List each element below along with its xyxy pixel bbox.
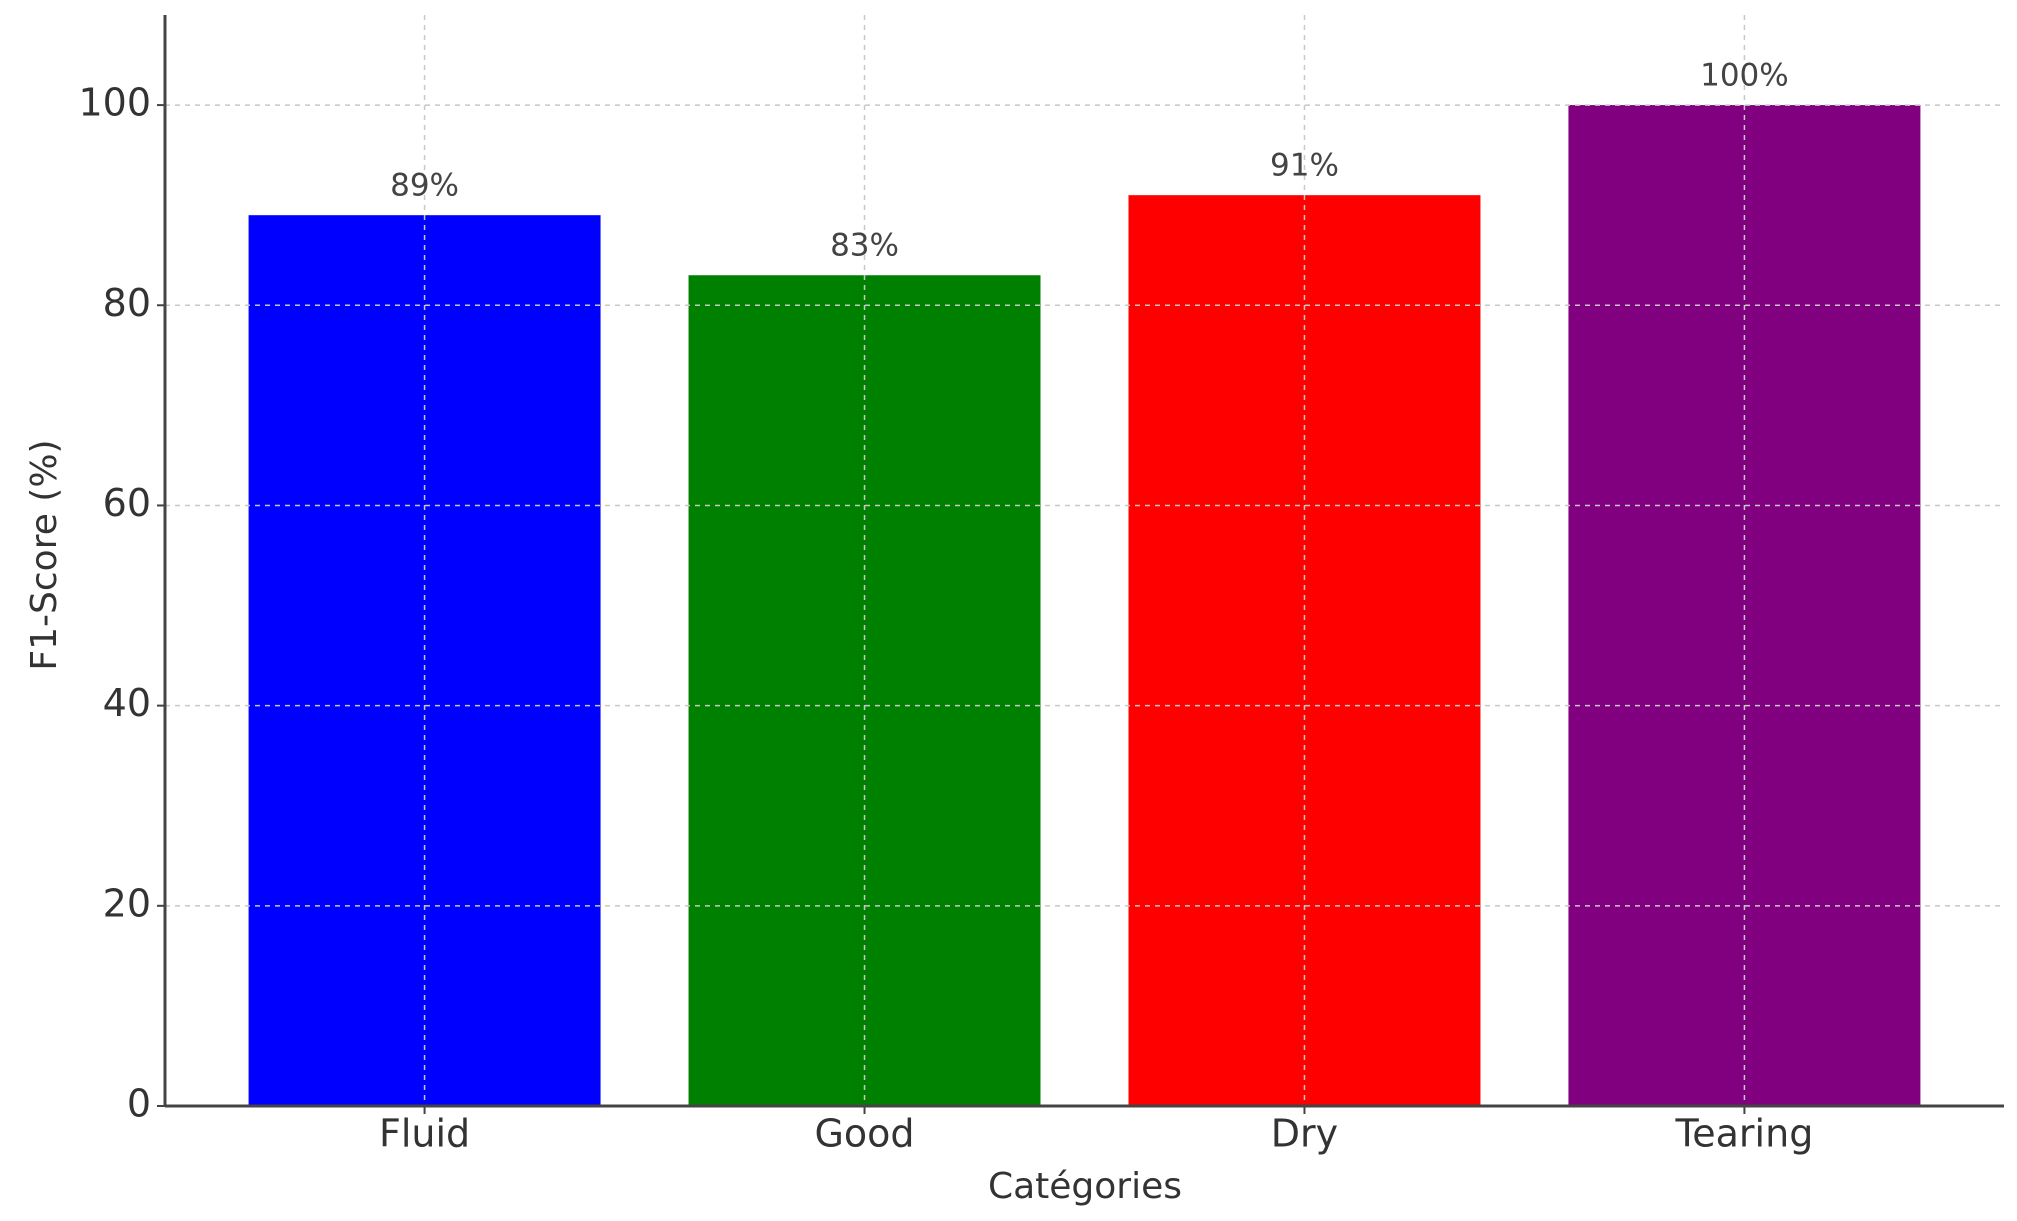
value-label: 100% <box>1700 58 1789 94</box>
x-tick-label: Fluid <box>379 1112 470 1156</box>
x-tick-label: Tearing <box>1675 1112 1814 1156</box>
value-label: 83% <box>830 228 899 264</box>
y-tick-label: 80 <box>103 281 151 325</box>
x-tick-label: Good <box>814 1112 914 1156</box>
value-label: 91% <box>1270 148 1339 184</box>
y-tick-label: 60 <box>103 481 151 525</box>
y-tick-label: 40 <box>103 681 151 725</box>
y-tick-label: 100 <box>78 81 151 125</box>
x-axis-title: Catégories <box>988 1166 1182 1207</box>
y-tick-label: 0 <box>127 1082 151 1126</box>
x-tick-label: Dry <box>1271 1112 1338 1156</box>
y-axis-title: F1-Score (%) <box>24 439 65 670</box>
y-tick-label: 20 <box>103 881 151 925</box>
value-label: 89% <box>390 168 459 204</box>
